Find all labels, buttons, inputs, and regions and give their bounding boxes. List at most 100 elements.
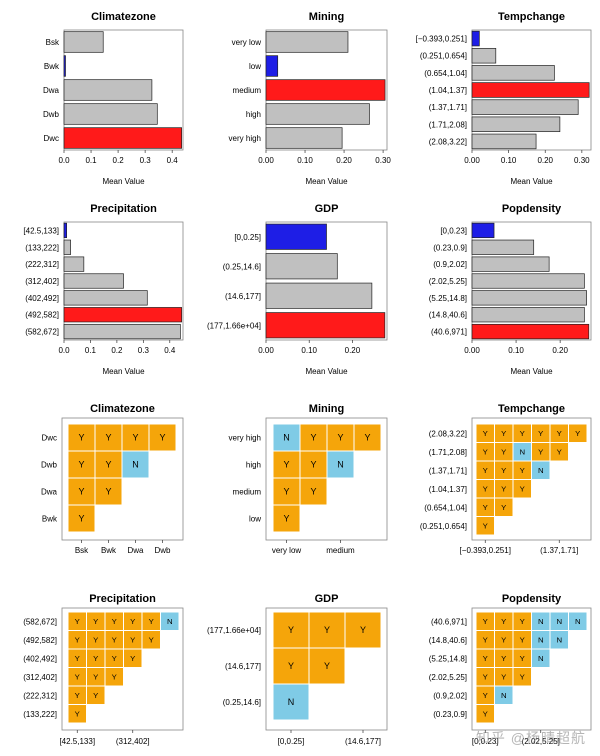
bar xyxy=(265,79,386,101)
bar xyxy=(265,31,349,53)
cell-value: Y xyxy=(364,433,370,443)
cell-value: Y xyxy=(483,448,489,457)
category-label: Dwc xyxy=(43,134,59,143)
row-label: very high xyxy=(229,434,261,443)
bar xyxy=(265,312,386,339)
x-tick-label: very low xyxy=(272,546,302,555)
cell-value: Y xyxy=(501,617,507,626)
category-label: (5.25,14.8] xyxy=(429,294,467,303)
x-tick-label: medium xyxy=(326,546,355,555)
cell-value: Y xyxy=(112,654,118,663)
cell-value: Y xyxy=(149,636,155,645)
cell-value: Y xyxy=(75,636,81,645)
heatmap-cell xyxy=(272,423,301,452)
cell-value: Y xyxy=(501,448,507,457)
cell-value: Y xyxy=(483,485,489,494)
plot-frame xyxy=(61,607,184,731)
cell-value: Y xyxy=(501,636,507,645)
bar-chart-title: GDP xyxy=(315,203,339,215)
cell-value: Y xyxy=(520,466,526,475)
bar xyxy=(63,256,85,272)
x-axis-label: Mean Value xyxy=(305,367,348,376)
heatmap-title: Mining xyxy=(309,403,344,415)
cell-value: Y xyxy=(520,617,526,626)
row-label: Dwb xyxy=(41,461,58,470)
cell-value: N xyxy=(575,617,581,626)
cell-value: Y xyxy=(520,636,526,645)
heatmap-cell xyxy=(549,442,569,462)
heatmap-cell xyxy=(308,647,346,685)
x-tick-label: 0.10 xyxy=(301,346,317,355)
bar xyxy=(63,239,71,255)
plot-frame xyxy=(265,417,388,541)
x-tick-label: [0,0.23] xyxy=(472,737,499,746)
heatmap-cell xyxy=(475,516,495,536)
category-label: high xyxy=(246,110,261,119)
bar-chart-title: Mining xyxy=(309,11,344,23)
category-label: [0,0.25] xyxy=(234,233,261,242)
row-label: (177,1.66e+04] xyxy=(207,626,261,635)
bar-chart-title: Precipitation xyxy=(90,203,157,215)
category-label: low xyxy=(249,62,261,71)
category-label: (1.04,1.37] xyxy=(429,86,467,95)
cell-value: Y xyxy=(360,625,366,635)
bar xyxy=(471,222,495,239)
x-tick-label: 0.20 xyxy=(336,156,352,165)
cell-value: Y xyxy=(112,617,118,626)
cell-value: Y xyxy=(283,514,289,524)
row-label: (1.71,2.08] xyxy=(429,448,467,457)
row-label: (0.23,0.9] xyxy=(433,710,467,719)
x-axis-label: Mean Value xyxy=(510,367,553,376)
row-label: (2.08,3.22] xyxy=(429,429,467,438)
category-label: medium xyxy=(233,86,262,95)
row-label: (14.6,177] xyxy=(225,662,261,671)
bar xyxy=(63,103,158,125)
x-axis-label: Mean Value xyxy=(102,177,145,186)
x-tick-label: Dwa xyxy=(127,546,144,555)
cell-value: Y xyxy=(501,485,507,494)
category-label: very high xyxy=(229,134,261,143)
category-label: (133,222] xyxy=(25,243,59,252)
x-tick-label: 0.10 xyxy=(501,156,517,165)
category-label: (1.71,2.08] xyxy=(429,120,467,129)
cell-value: N xyxy=(538,636,544,645)
heatmap-cell xyxy=(123,648,143,668)
bar xyxy=(265,55,279,77)
x-tick-label: 0.2 xyxy=(113,156,125,165)
cell-value: Y xyxy=(159,433,165,443)
row-label: (5.25,14.8] xyxy=(429,654,467,663)
heatmap-cell xyxy=(67,450,96,479)
x-tick-label: 0.00 xyxy=(258,156,274,165)
bar xyxy=(63,127,182,149)
x-tick-label: Bwk xyxy=(101,546,117,555)
x-tick-label: 0.0 xyxy=(58,346,70,355)
heatmap-cell xyxy=(67,504,96,533)
row-label: (0.654,1.04] xyxy=(424,503,467,512)
heatmap-cell xyxy=(475,704,495,724)
heatmap-cell xyxy=(568,611,588,631)
cell-value: Y xyxy=(112,636,118,645)
category-label: (0.251,0.654] xyxy=(420,52,467,61)
bar xyxy=(265,282,373,309)
x-tick-label: 0.20 xyxy=(537,156,553,165)
cell-value: Y xyxy=(520,485,526,494)
cell-value: Y xyxy=(130,617,136,626)
heatmap-cell xyxy=(94,450,123,479)
heatmap-title: Precipitation xyxy=(89,593,156,605)
heatmap-cell xyxy=(494,685,514,705)
cell-value: Y xyxy=(501,673,507,682)
cell-value: Y xyxy=(520,673,526,682)
cell-value: Y xyxy=(501,466,507,475)
cell-value: N xyxy=(538,617,544,626)
x-axis-label: Mean Value xyxy=(305,177,348,186)
cell-value: Y xyxy=(78,433,84,443)
cell-value: Y xyxy=(75,654,81,663)
category-label: Dwb xyxy=(43,110,60,119)
cell-value: Y xyxy=(93,617,99,626)
cell-value: Y xyxy=(483,522,489,531)
cell-value: Y xyxy=(288,625,294,635)
row-label: (133,222] xyxy=(23,710,57,719)
cell-value: N xyxy=(538,466,544,475)
cell-value: Y xyxy=(130,636,136,645)
